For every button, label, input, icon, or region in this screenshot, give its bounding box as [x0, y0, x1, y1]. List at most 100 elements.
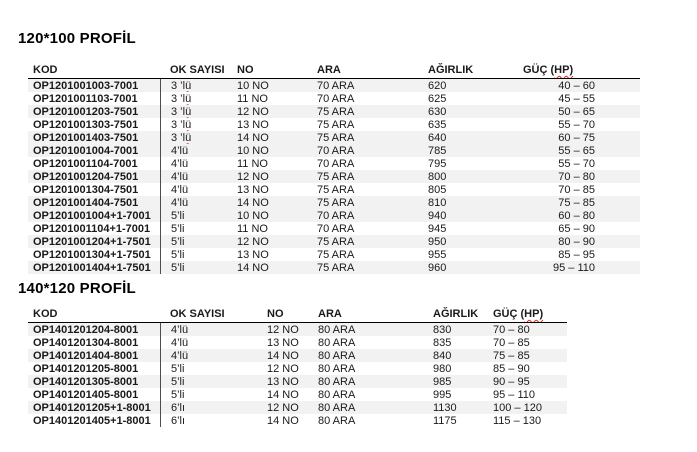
- agirlik-cell: 840: [433, 349, 452, 362]
- no-cell: 12 NO: [237, 170, 269, 183]
- ok-sayisi-cell: 5’li: [160, 388, 267, 401]
- table-row: OP1201001304-7501 4’lü 13 NO 75 ARA 805 70 – …: [28, 183, 640, 196]
- column-header: AĞIRLIK: [433, 308, 479, 320]
- no-cell: 11 NO: [237, 92, 268, 105]
- table-row: OP1401201205+1-8001 6’lı 12 NO 80 ARA 1130 10…: [28, 401, 567, 414]
- column-header-text: GÜÇ (: [523, 64, 555, 76]
- agirlik-cell: 830: [433, 323, 452, 336]
- misspelled-text: HP): [554, 64, 574, 76]
- ok-sayisi-text: 3 ’: [171, 131, 183, 144]
- guc-cell: 115 – 130: [493, 414, 542, 427]
- ara-cell: 80 ARA: [318, 336, 356, 349]
- table-row: OP1401201204-8001 4’lü 12 NO 80 ARA 830 70 – …: [28, 323, 567, 336]
- guc-cell: 50 – 65: [558, 105, 595, 118]
- table-row: OP1201001204+1-7501 5’li 12 NO 75 ARA 950 80 …: [28, 235, 640, 248]
- kod-cell: OP1201001204+1-7501: [33, 235, 151, 248]
- agirlik-cell: 950: [428, 235, 447, 248]
- ok-sayisi-cell: 6’lı: [160, 401, 267, 414]
- guc-cell: 65 – 90: [558, 222, 595, 235]
- ok-sayisi-cell: 4’lü: [160, 349, 267, 362]
- ara-cell: 75 ARA: [317, 248, 355, 261]
- agirlik-cell: 810: [428, 196, 447, 209]
- agirlik-cell: 805: [428, 183, 447, 196]
- kod-cell: OP1201001203-7501: [33, 105, 139, 118]
- ara-cell: 80 ARA: [318, 323, 356, 336]
- table-header-row: KOD OK SAYISI NO ARA AĞIRLIK GÜÇ (HP): [28, 62, 640, 79]
- agirlik-cell: 785: [428, 144, 447, 157]
- guc-cell: 70 – 85: [558, 183, 595, 196]
- table-row: OP1201001104+1-7001 5’li 11 NO 70 ARA 945 65 …: [28, 222, 640, 235]
- agirlik-cell: 630: [428, 105, 447, 118]
- no-cell: 14 NO: [237, 196, 269, 209]
- column-header: GÜÇ (HP): [523, 62, 640, 78]
- kod-cell: OP1201001004+1-7001: [33, 209, 151, 222]
- ara-cell: 75 ARA: [317, 196, 355, 209]
- ok-sayisi-cell: 4’lü: [160, 336, 267, 349]
- agirlik-cell: 635: [428, 118, 447, 131]
- ara-cell: 80 ARA: [318, 401, 356, 414]
- no-cell: 13 NO: [237, 183, 269, 196]
- guc-cell: 55 – 70: [558, 118, 595, 131]
- column-header: KOD: [33, 64, 58, 76]
- no-cell: 14 NO: [237, 131, 269, 144]
- misspelled-text: lü: [182, 118, 192, 131]
- ara-cell: 70 ARA: [317, 157, 355, 170]
- ok-sayisi-cell: 5’li: [160, 375, 267, 388]
- guc-cell: 75 – 85: [493, 349, 530, 362]
- no-cell: 12 NO: [237, 105, 269, 118]
- column-header-text: GÜÇ (: [493, 308, 525, 320]
- no-cell: 12 NO: [267, 401, 299, 414]
- agirlik-cell: 800: [428, 170, 447, 183]
- kod-cell: OP1201001103-7001: [33, 92, 138, 105]
- kod-cell: OP1401201205+1-8001: [33, 401, 151, 414]
- table-row: OP1201001204-7501 4’lü 12 NO 75 ARA 800 70 – …: [28, 170, 640, 183]
- no-cell: 13 NO: [237, 248, 269, 261]
- profile-table-140x120: KOD OK SAYISI NO ARA AĞIRLIK GÜÇ (HP) OP140120…: [28, 306, 567, 427]
- guc-cell: 40 – 60: [558, 79, 595, 92]
- ara-cell: 75 ARA: [317, 261, 355, 274]
- ok-sayisi-cell: 4’lü: [160, 170, 237, 183]
- ara-cell: 75 ARA: [317, 131, 355, 144]
- ok-sayisi-cell: 4’lü: [160, 183, 237, 196]
- ok-sayisi-cell: 3 ’ lü: [160, 131, 237, 144]
- no-cell: 11 NO: [237, 222, 268, 235]
- table-row: OP1201001004+1-7001 5’li 10 NO 70 ARA 940 60 …: [28, 209, 640, 222]
- kod-cell: OP1401201305-8001: [33, 375, 139, 388]
- ok-sayisi-text: 3 ’: [171, 92, 183, 105]
- no-cell: 13 NO: [237, 118, 269, 131]
- ara-cell: 70 ARA: [317, 144, 355, 157]
- ok-sayisi-cell: 3 ’ lü: [160, 118, 237, 131]
- guc-cell: 70 – 85: [493, 336, 530, 349]
- guc-cell: 60 – 75: [558, 131, 595, 144]
- ok-sayisi-cell: 3 ’ lü: [160, 79, 237, 92]
- no-cell: 10 NO: [237, 79, 269, 92]
- guc-cell: 80 – 90: [558, 235, 595, 248]
- table-row: OP1201001104-7001 4’lü 11 NO 70 ARA 795 55 – …: [28, 157, 640, 170]
- misspelled-text: lü: [182, 79, 192, 92]
- ara-cell: 75 ARA: [317, 105, 355, 118]
- no-cell: 12 NO: [267, 362, 299, 375]
- ara-cell: 75 ARA: [317, 170, 355, 183]
- column-header: GÜÇ (HP): [493, 306, 567, 322]
- misspelled-text: lü: [182, 105, 192, 118]
- ara-cell: 70 ARA: [317, 92, 355, 105]
- ok-sayisi-cell: 5’li: [160, 222, 237, 235]
- ok-sayisi-cell: 4’lü: [160, 157, 237, 170]
- ara-cell: 70 ARA: [317, 222, 355, 235]
- no-cell: 12 NO: [237, 235, 269, 248]
- guc-cell: 70 – 80: [558, 170, 595, 183]
- ok-sayisi-cell: 3 ’ lü: [160, 92, 237, 105]
- ok-sayisi-cell: 5’li: [160, 261, 237, 274]
- no-cell: 13 NO: [267, 336, 299, 349]
- kod-cell: OP1201001003-7001: [33, 79, 139, 92]
- kod-cell: OP1401201405+1-8001: [33, 414, 151, 427]
- table-row: OP1201001303-7501 3 ’ lü 13 NO 75 ARA 635 55 –…: [28, 118, 640, 131]
- guc-cell: 45 – 55: [558, 92, 595, 105]
- table-row: OP1201001203-7501 3 ’ lü 12 NO 75 ARA 630 50 –…: [28, 105, 640, 118]
- kod-cell: OP1201001403-7501: [33, 131, 139, 144]
- no-cell: 14 NO: [267, 349, 299, 362]
- kod-cell: OP1201001404-7501: [33, 196, 139, 209]
- ok-sayisi-cell: 5’li: [160, 248, 237, 261]
- ara-cell: 80 ARA: [318, 375, 356, 388]
- ara-cell: 70 ARA: [317, 79, 355, 92]
